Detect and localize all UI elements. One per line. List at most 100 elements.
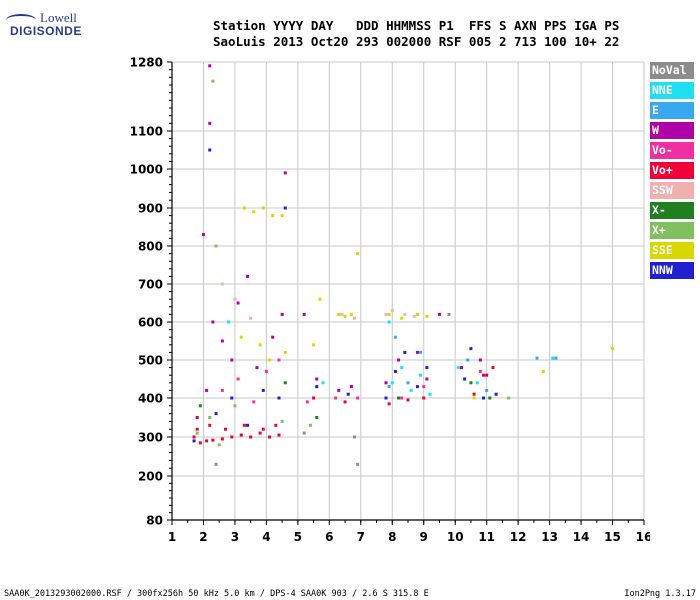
echo-point <box>195 427 199 431</box>
echo-point <box>551 356 555 360</box>
echo-point <box>302 431 306 435</box>
echo-point <box>353 316 357 320</box>
legend-item: X+ <box>650 222 694 239</box>
legend-item: NNW <box>650 262 694 279</box>
echo-point <box>208 148 212 152</box>
footer-file-info: SAA0K_2013293002000.RSF / 300fx256h 50 k… <box>4 589 429 599</box>
echo-point <box>312 396 316 400</box>
header-row-values: SaoLuis 2013 Oct20 293 002000 RSF 005 2 … <box>213 34 620 49</box>
echo-point <box>205 388 209 392</box>
station-header: Station YYYY DAY DDD HHMMSS P1 FFS S AXN… <box>213 18 619 50</box>
echo-point <box>230 358 234 362</box>
echo-point <box>252 400 256 404</box>
echo-point <box>315 416 319 419</box>
echo-point <box>280 419 284 423</box>
echo-point <box>406 398 410 402</box>
x-tick-label: 9 <box>420 530 428 544</box>
y-tick-label: 700 <box>138 278 163 292</box>
echo-point <box>353 435 357 439</box>
x-tick-label: 8 <box>388 530 396 544</box>
echo-point <box>198 404 202 408</box>
echo-point <box>463 377 467 381</box>
echo-point <box>268 358 272 362</box>
echo-point <box>340 312 344 316</box>
echo-point <box>252 210 256 214</box>
echo-point <box>415 350 419 354</box>
echo-point <box>261 388 265 392</box>
echo-point <box>220 339 224 343</box>
echo-point <box>349 385 353 389</box>
echo-point <box>280 214 284 218</box>
x-tick-label: 7 <box>357 530 365 544</box>
legend-item: NoVal <box>650 62 694 79</box>
y-tick-label: 800 <box>138 240 163 254</box>
echo-point <box>491 366 495 370</box>
echo-point <box>428 392 432 396</box>
echo-point <box>208 416 212 419</box>
echo-point <box>356 252 360 256</box>
echo-point <box>387 402 391 406</box>
echo-point <box>422 385 426 389</box>
logo-arc-icon <box>6 14 36 26</box>
echo-point <box>217 443 221 447</box>
legend-item: X- <box>650 202 694 219</box>
echo-point <box>239 335 243 339</box>
echo-point <box>403 312 407 316</box>
echo-point <box>192 439 196 443</box>
echo-point <box>415 385 419 389</box>
echo-point <box>412 314 416 318</box>
echo-point <box>211 79 215 83</box>
y-tick-label: 1000 <box>130 163 163 177</box>
echo-point <box>456 366 460 370</box>
legend-item: Vo+ <box>650 162 694 179</box>
echo-point <box>384 381 388 385</box>
y-tick-label: 1100 <box>130 125 163 139</box>
echo-point <box>425 314 429 318</box>
echo-point <box>356 396 360 400</box>
x-tick-label: 13 <box>541 530 558 544</box>
echo-point <box>409 388 413 392</box>
echo-point <box>261 427 265 431</box>
y-tick-label: 600 <box>138 316 163 330</box>
echo-point <box>242 423 246 427</box>
echo-point <box>283 171 287 175</box>
echo-point <box>403 350 407 354</box>
plot-area <box>172 62 644 520</box>
echo-point <box>214 412 218 416</box>
echo-point <box>211 438 215 442</box>
echo-point <box>425 366 429 370</box>
x-tick-label: 2 <box>199 530 207 544</box>
echo-point <box>205 439 209 443</box>
echo-point <box>312 343 316 347</box>
echo-point <box>472 396 476 400</box>
echo-point <box>494 392 498 396</box>
echo-point <box>393 369 397 373</box>
echo-point <box>236 301 240 305</box>
echo-point <box>387 320 391 324</box>
legend-item: NNE <box>650 82 694 99</box>
echo-point <box>220 437 224 441</box>
echo-point <box>208 121 212 125</box>
x-tick-label: 5 <box>294 530 302 544</box>
legend-item: Vo- <box>650 142 694 159</box>
echo-point <box>271 335 275 339</box>
chart-marks <box>192 64 615 466</box>
echo-point <box>387 385 391 389</box>
echo-point <box>220 282 224 286</box>
echo-point <box>482 373 486 377</box>
x-tick-label: 10 <box>447 530 464 544</box>
echo-point <box>334 396 338 400</box>
echo-point <box>208 64 212 68</box>
y-tick-label: 1280 <box>130 56 163 70</box>
echo-point <box>246 423 250 427</box>
echo-point <box>611 347 615 351</box>
logo-line2: DIGISONDE <box>10 24 82 38</box>
echo-point <box>283 381 287 385</box>
legend-item: SSW <box>650 182 694 199</box>
echo-point <box>425 377 429 381</box>
y-tick-label: 900 <box>138 202 163 216</box>
echo-point <box>230 396 234 400</box>
echo-point <box>308 423 312 427</box>
echo-point <box>305 400 309 404</box>
echo-point <box>488 396 492 400</box>
